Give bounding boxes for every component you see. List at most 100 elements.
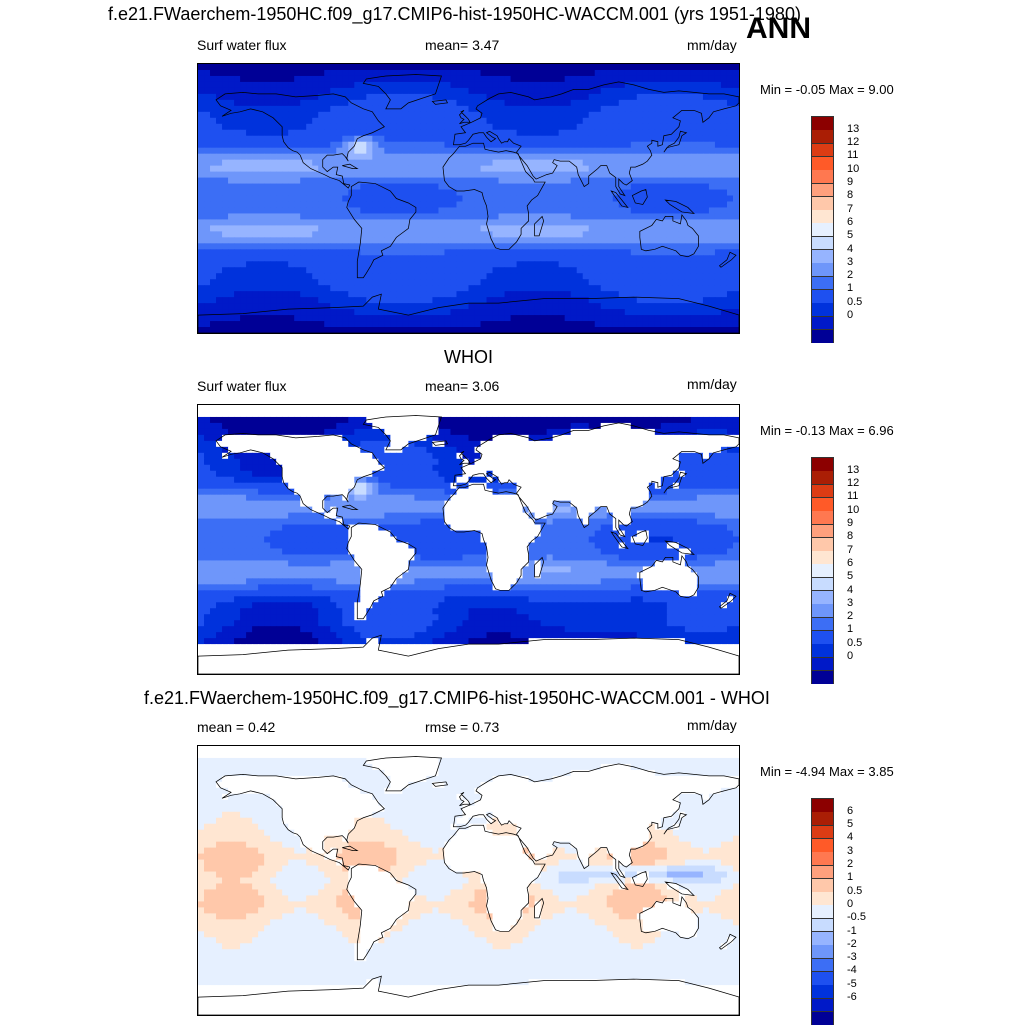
colorbar-swatch — [811, 904, 834, 918]
colorbar-swatch — [811, 497, 834, 511]
colorbar-swatch — [811, 891, 834, 905]
colorbar-tick-label: 11 — [847, 491, 858, 502]
colorbar-tick-label: 3 — [847, 257, 853, 268]
colorbar-tick-label: -0.5 — [847, 912, 866, 923]
colorbar-tick-label: 2 — [847, 270, 853, 281]
colorbar-swatch — [811, 524, 834, 538]
colorbar-swatch — [811, 971, 834, 985]
colorbar-tick-label: -5 — [847, 979, 857, 990]
colorbar-swatch — [811, 931, 834, 945]
colorbar-swatch — [811, 209, 834, 223]
colorbar-swatch — [811, 643, 834, 657]
colorbar-swatch — [811, 603, 834, 617]
colorbar-tick-label: 2 — [847, 611, 853, 622]
colorbar-swatch — [811, 537, 834, 551]
colorbar-swatch — [811, 798, 834, 812]
panel-minmax-label: Min = -0.13 Max = 6.96 — [760, 423, 894, 438]
colorbar-swatch — [811, 169, 834, 183]
colorbar-tick-label: 13 — [847, 124, 859, 135]
colorbar-swatch — [811, 143, 834, 157]
colorbar-tick-label: 1 — [847, 624, 853, 635]
colorbar-tick-label: -3 — [847, 952, 857, 963]
colorbar-tick-label: 10 — [847, 164, 859, 175]
colorbar-swatch — [811, 630, 834, 644]
panel-minmax-label: Min = -4.94 Max = 3.85 — [760, 764, 894, 779]
colorbar-swatch — [811, 249, 834, 263]
colorbar-swatch — [811, 984, 834, 998]
colorbar-swatch — [811, 156, 834, 170]
colorbar-swatch — [811, 262, 834, 276]
colorbar-tick-label: 13 — [847, 465, 859, 476]
figure-title: f.e21.FWaerchem-1950HC.f09_g17.CMIP6-his… — [108, 4, 801, 25]
panel-heading: WHOI — [444, 347, 493, 368]
panel-variable-label: Surf water flux — [197, 37, 286, 53]
colorbar-swatch — [811, 958, 834, 972]
colorbar-tick-label: 0 — [847, 310, 853, 321]
colorbar-tick-label: 0.5 — [847, 297, 862, 308]
colorbar-tick-label: 6 — [847, 558, 853, 569]
colorbar-swatch — [811, 865, 834, 879]
colorbar-tick-label: 12 — [847, 137, 859, 148]
colorbar-swatch — [811, 550, 834, 564]
colorbar-swatch — [811, 851, 834, 865]
colorbar-tick-label: 5 — [847, 819, 853, 830]
colorbar-swatch — [811, 577, 834, 591]
colorbar-tick-label: 0.5 — [847, 886, 862, 897]
colorbar-swatch — [811, 590, 834, 604]
colorbar-tick-label: -4 — [847, 965, 857, 976]
panel-units-label: mm/day — [687, 376, 737, 392]
colorbar-swatch — [811, 510, 834, 524]
map-diff — [197, 745, 740, 1016]
colorbar-swatch — [811, 329, 834, 343]
colorbar-tick-label: 7 — [847, 204, 853, 215]
colorbar-tick-label: 0 — [847, 899, 853, 910]
map-model — [197, 63, 740, 334]
colorbar-swatch — [811, 484, 834, 498]
colorbar-swatch — [811, 222, 834, 236]
panel-minmax-label: Min = -0.05 Max = 9.00 — [760, 82, 894, 97]
panel-variable-label: Surf water flux — [197, 378, 286, 394]
colorbar-tick-label: 9 — [847, 177, 853, 188]
panel-mean-label: mean= 3.06 — [425, 378, 499, 394]
panel-units-label: mm/day — [687, 717, 737, 733]
colorbar-swatch — [811, 670, 834, 684]
colorbar-swatch — [811, 129, 834, 143]
colorbar-tick-label: 5 — [847, 571, 853, 582]
colorbar-swatch — [811, 302, 834, 316]
colorbar-tick-label: 6 — [847, 806, 853, 817]
colorbar-swatch — [811, 878, 834, 892]
colorbar-swatch — [811, 998, 834, 1012]
colorbar-tick-label: 9 — [847, 518, 853, 529]
colorbar-swatch — [811, 183, 834, 197]
map-field-cells — [198, 405, 739, 674]
colorbar-tick-label: 8 — [847, 190, 853, 201]
colorbar-swatch — [811, 289, 834, 303]
colorbar-tick-label: 11 — [847, 150, 858, 161]
colorbar-tick-label: -6 — [847, 992, 857, 1003]
colorbar-tick-label: 12 — [847, 478, 859, 489]
colorbar-tick-label: -2 — [847, 939, 857, 950]
colorbar-tick-label: 6 — [847, 217, 853, 228]
colorbar-tick-label: -1 — [847, 926, 857, 937]
colorbar-tick-label: 2 — [847, 859, 853, 870]
colorbar-swatch — [811, 276, 834, 290]
colorbar-tick-label: 1 — [847, 283, 853, 294]
panel-mean-label: mean= 3.47 — [425, 37, 499, 53]
colorbar-swatch — [811, 617, 834, 631]
colorbar-tick-label: 3 — [847, 846, 853, 857]
colorbar-swatch — [811, 838, 834, 852]
colorbar-tick-label: 4 — [847, 244, 853, 255]
colorbar-swatch — [811, 1011, 834, 1025]
panel-mean-label: mean = 0.42 — [197, 719, 275, 735]
colorbar-swatch — [811, 196, 834, 210]
colorbar-tick-label: 1 — [847, 872, 853, 883]
colorbar-swatch — [811, 811, 834, 825]
colorbar-tick-label: 0.5 — [847, 638, 862, 649]
panel-rmse-label: rmse = 0.73 — [425, 719, 499, 735]
colorbar-tick-label: 4 — [847, 832, 853, 843]
colorbar-tick-label: 7 — [847, 545, 853, 556]
colorbar-tick-label: 3 — [847, 598, 853, 609]
